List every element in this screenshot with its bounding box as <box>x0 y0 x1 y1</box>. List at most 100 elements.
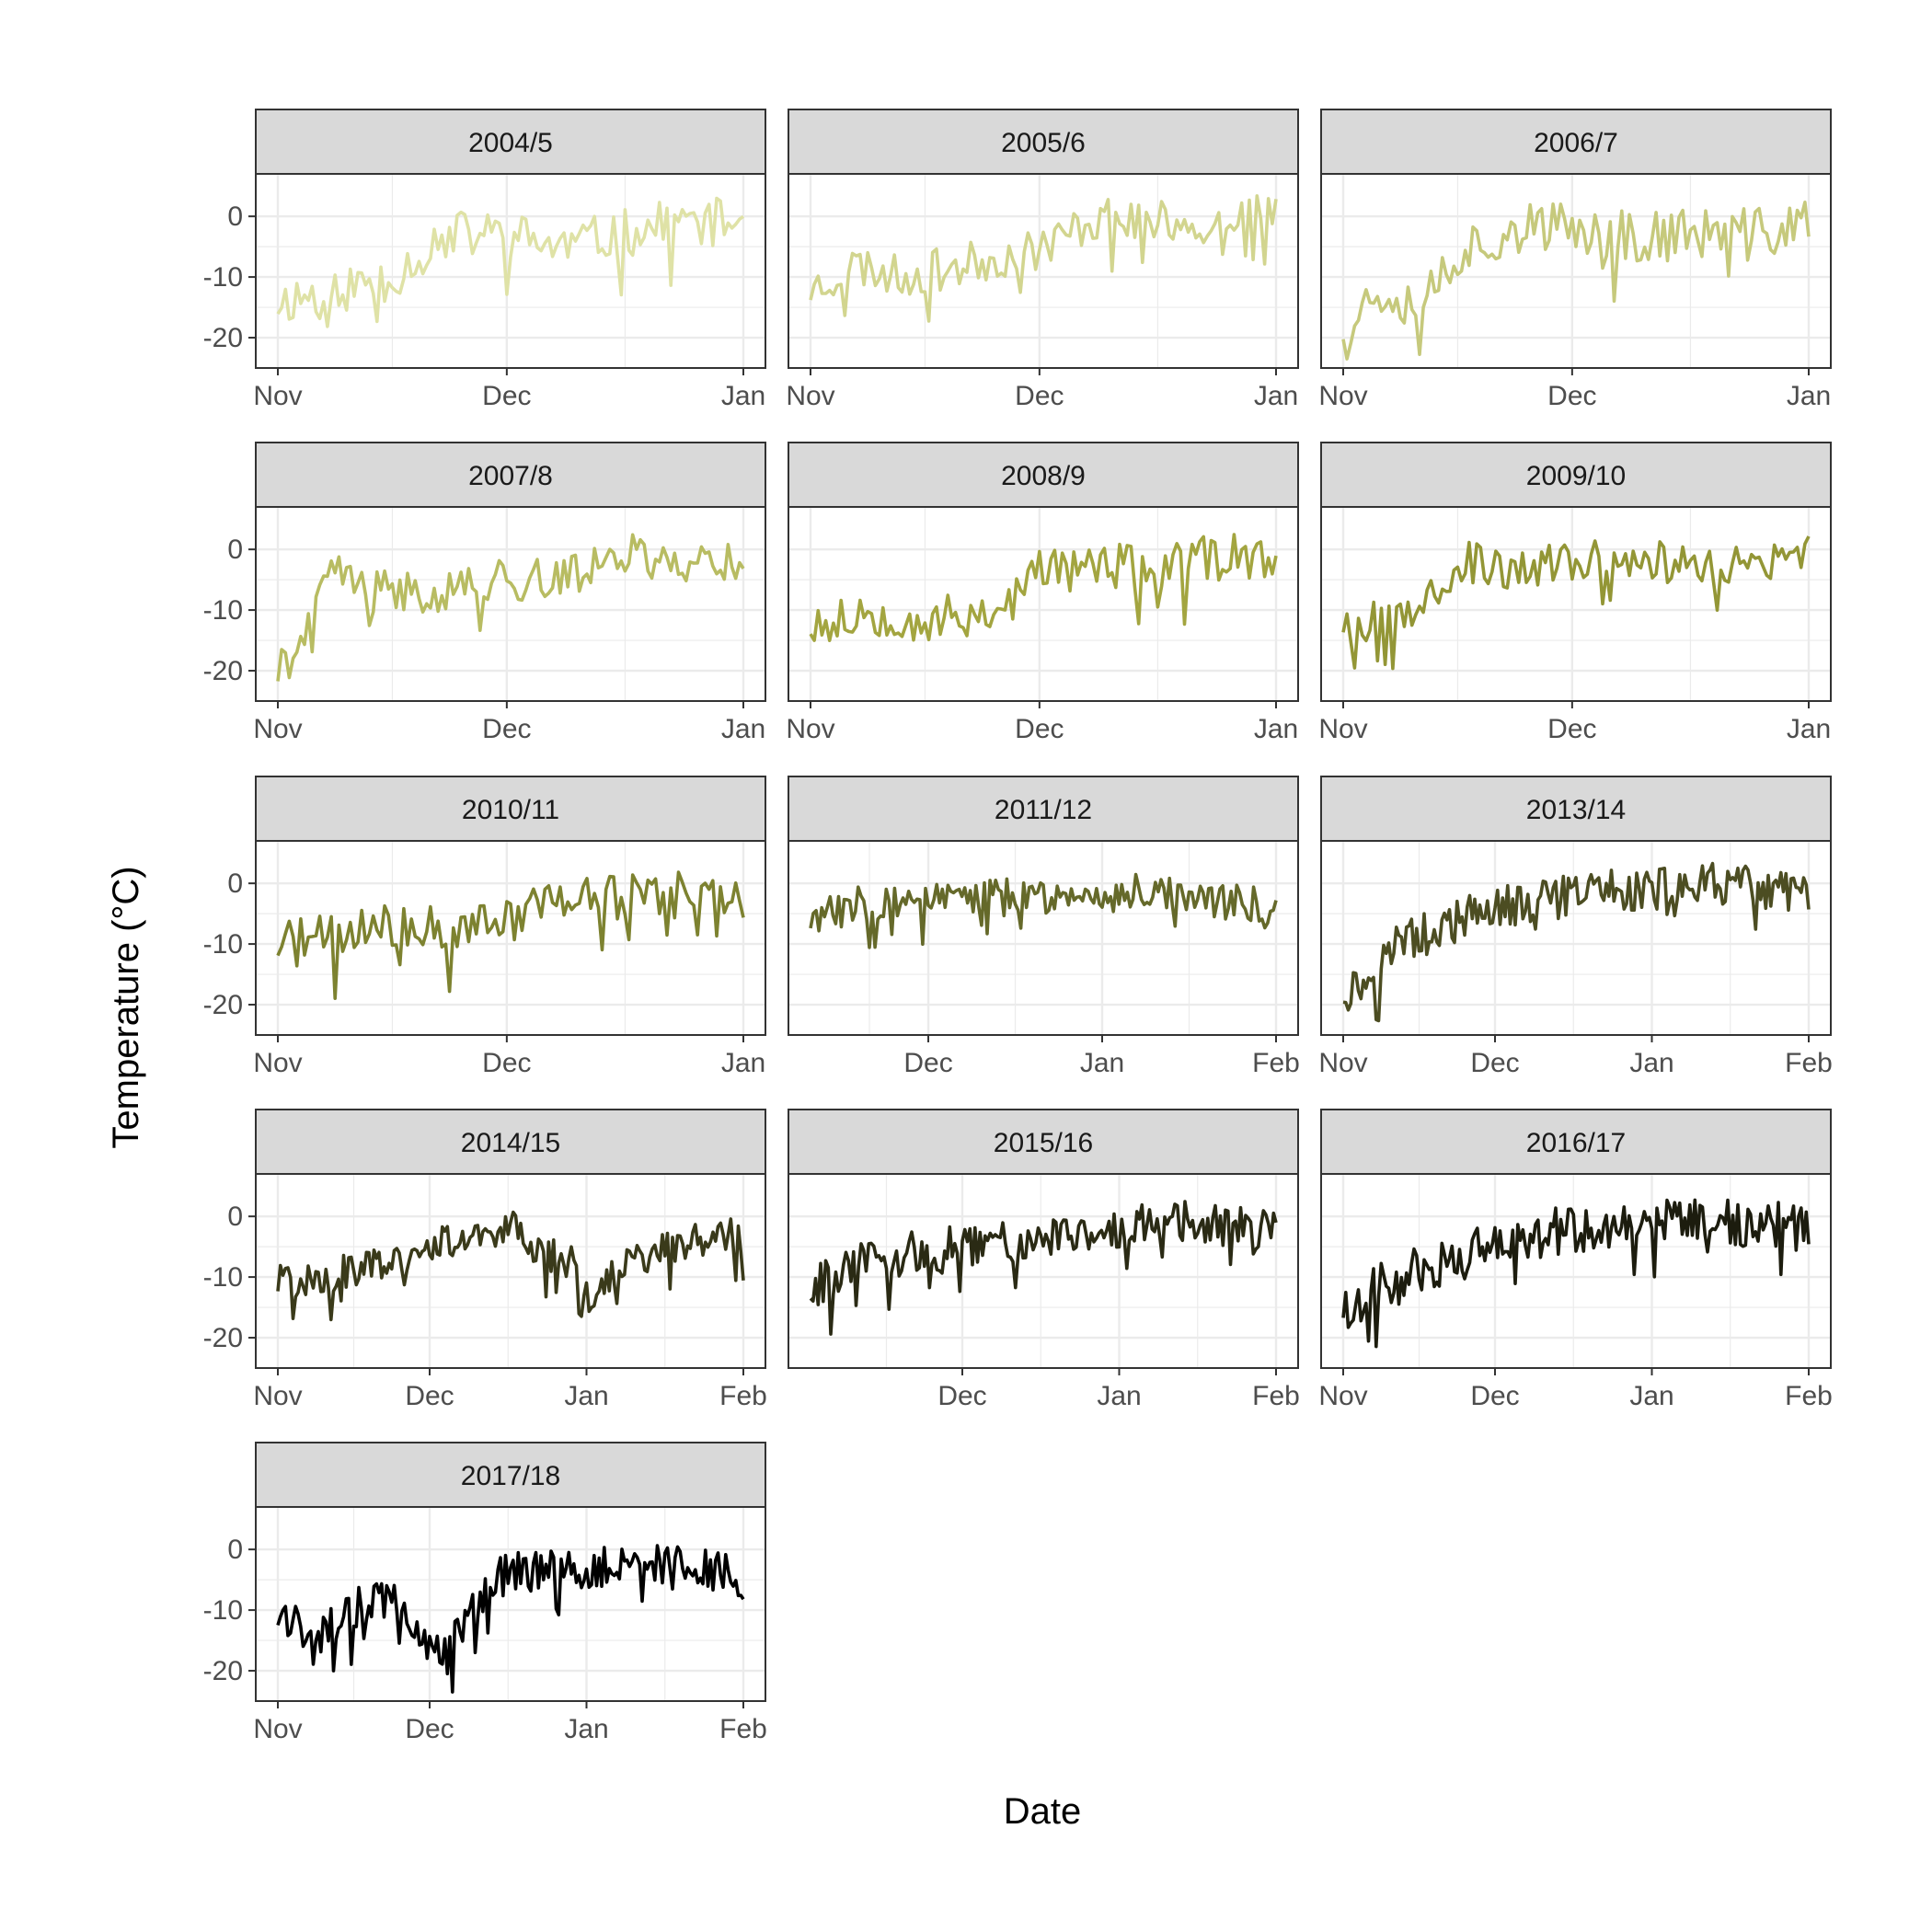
series-line <box>276 870 745 1000</box>
x-tick-label: Feb <box>1252 1048 1300 1078</box>
facet-strip-label: 2014/15 <box>461 1128 560 1158</box>
series-line <box>276 1544 745 1694</box>
series-line <box>809 872 1278 949</box>
y-tick-label: -10 <box>203 262 243 293</box>
panel-border <box>255 840 766 1036</box>
y-tick-label: 0 <box>227 868 243 899</box>
panel-border <box>255 1173 766 1369</box>
x-tick-label: Nov <box>253 714 302 744</box>
facet-strip <box>1320 1109 1832 1175</box>
facet-panel: 2014/15 Nov Dec Jan Feb 0 -10 -20 <box>203 1109 767 1411</box>
y-tick-label: 0 <box>227 535 243 565</box>
x-tick-label: Nov <box>786 381 834 411</box>
facet-strip-label: 2011/12 <box>995 795 1092 825</box>
panel-border <box>255 506 766 702</box>
y-tick-label: -20 <box>203 656 243 686</box>
plot-background <box>1321 841 1831 1035</box>
series-line <box>276 196 745 328</box>
x-tick-label: Dec <box>937 1381 986 1411</box>
facet-panel: 2008/9 Nov Dec Jan <box>786 442 1299 744</box>
x-tick-label: Jan <box>721 1048 765 1078</box>
plot-background <box>788 1174 1298 1368</box>
facet-panel: 2004/5 Nov Dec Jan 0 -10 -20 <box>203 109 766 411</box>
x-tick-label: Dec <box>1547 381 1596 411</box>
x-tick-label: Dec <box>405 1381 454 1411</box>
panel-border <box>1320 173 1832 369</box>
x-tick-label: Feb <box>1252 1381 1300 1411</box>
x-tick-label: Dec <box>482 381 531 411</box>
facet-strip-label: 2009/10 <box>1526 461 1626 491</box>
x-tick-label: Jan <box>1787 381 1831 411</box>
facet-strip-label: 2006/7 <box>1534 128 1618 158</box>
x-tick-label: Dec <box>1470 1381 1519 1411</box>
y-tick-label: -10 <box>203 929 243 960</box>
facet-strip <box>1320 776 1832 842</box>
y-tick-label: -10 <box>203 1595 243 1626</box>
series-line <box>1341 201 1811 361</box>
facet-strip <box>788 1109 1299 1175</box>
facet-strip-label: 2008/9 <box>1001 461 1086 491</box>
facet-panel: 2007/8 Nov Dec Jan 0 -10 -20 <box>203 442 766 744</box>
facet-strip-label: 2004/5 <box>468 128 553 158</box>
panel-border <box>1320 1173 1832 1369</box>
facet-strip <box>788 109 1299 175</box>
facet-strip <box>1320 109 1832 175</box>
x-tick-label: Nov <box>1318 714 1367 744</box>
facet-strip-label: 2015/16 <box>994 1128 1093 1158</box>
panel-border <box>255 1506 766 1702</box>
y-axis-title: Temperature (°C) <box>106 866 146 1148</box>
x-tick-label: Nov <box>253 1048 302 1078</box>
y-tick-label: -20 <box>203 323 243 353</box>
facet-strip-label: 2016/17 <box>1526 1128 1626 1158</box>
series-line <box>1341 1198 1811 1349</box>
facet-strip <box>255 442 766 508</box>
x-tick-label: Nov <box>1318 381 1367 411</box>
panel-border <box>788 173 1299 369</box>
plot-background <box>788 841 1298 1035</box>
y-tick-label: -10 <box>203 595 243 626</box>
plot-background <box>1321 507 1831 701</box>
facet-panel: 2016/17 Nov Dec Jan Feb <box>1318 1109 1833 1411</box>
x-tick-label: Feb <box>1785 1048 1833 1078</box>
panel-border <box>1320 840 1832 1036</box>
plot-background <box>256 1507 765 1701</box>
x-tick-label: Dec <box>482 1048 531 1078</box>
series-line <box>276 1210 745 1322</box>
y-tick-label: -20 <box>203 1656 243 1686</box>
x-tick-label: Jan <box>721 381 765 411</box>
x-tick-label: Jan <box>721 714 765 744</box>
facet-panel: 2009/10 Nov Dec Jan <box>1318 442 1832 744</box>
x-tick-label: Jan <box>564 1381 608 1411</box>
x-tick-label: Jan <box>1097 1381 1141 1411</box>
facet-strip <box>255 109 766 175</box>
facet-strip-label: 2017/18 <box>461 1461 560 1491</box>
facet-panel: 2010/11 Nov Dec Jan 0 -10 -20 <box>203 776 766 1078</box>
panel-border <box>788 1173 1299 1369</box>
y-tick-label: -20 <box>203 1323 243 1353</box>
panel-border <box>1320 506 1832 702</box>
y-tick-label: 0 <box>227 201 243 232</box>
x-tick-label: Nov <box>253 1714 302 1744</box>
y-tick-label: -20 <box>203 990 243 1020</box>
x-tick-label: Nov <box>253 381 302 411</box>
series-line <box>809 194 1278 323</box>
plot-background <box>788 507 1298 701</box>
plot-background <box>256 1174 765 1368</box>
panel-border <box>788 506 1299 702</box>
facet-panel: 2011/12 Dec Jan Feb <box>788 776 1300 1078</box>
x-tick-label: Dec <box>482 714 531 744</box>
plot-background <box>1321 174 1831 368</box>
panel-border <box>788 840 1299 1036</box>
x-axis-title: Date <box>1004 1791 1082 1832</box>
facet-panel: 2005/6 Nov Dec Jan <box>786 109 1299 411</box>
x-tick-label: Jan <box>1254 381 1298 411</box>
x-tick-label: Dec <box>1547 714 1596 744</box>
x-tick-label: Dec <box>903 1048 952 1078</box>
facet-panel: 2013/14 Nov Dec Jan Feb <box>1318 776 1833 1078</box>
x-tick-label: Dec <box>405 1714 454 1744</box>
facet-strip-label: 2007/8 <box>468 461 553 491</box>
facet-strip <box>1320 442 1832 508</box>
y-tick-label: 0 <box>227 1202 243 1232</box>
x-tick-label: Nov <box>1318 1048 1367 1078</box>
